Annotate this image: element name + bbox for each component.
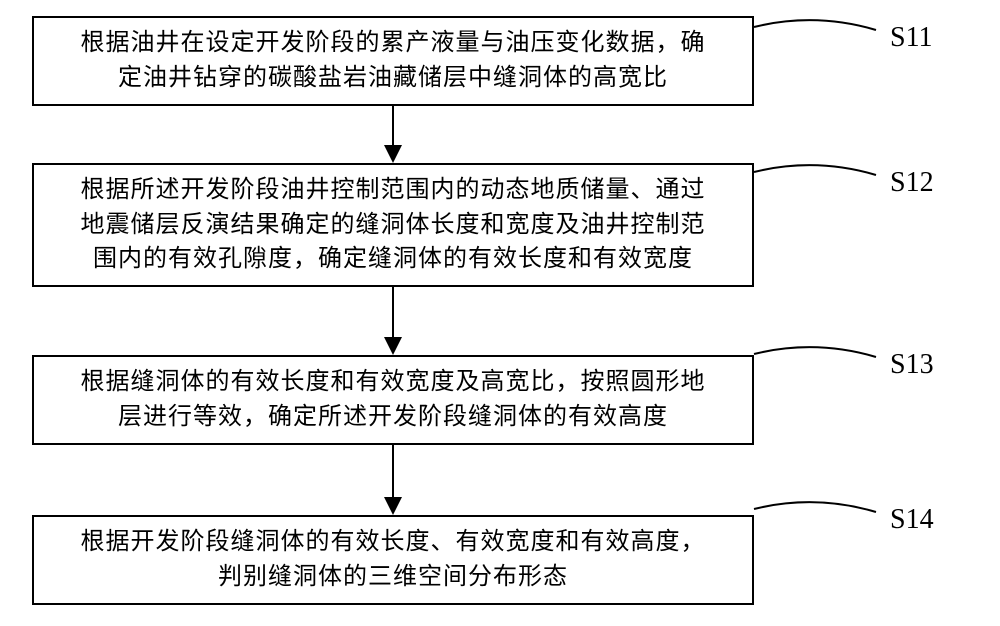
arrow-line (392, 106, 394, 148)
step-box-s13: 根据缝洞体的有效长度和有效宽度及高宽比，按照圆形地层进行等效，确定所述开发阶段缝… (32, 355, 754, 445)
arrow-s11-s12 (383, 106, 403, 163)
connector-s11 (754, 20, 896, 50)
connector-s13 (754, 347, 896, 377)
arrow-head-icon (384, 497, 402, 515)
step-box-s12: 根据所述开发阶段油井控制范围内的动态地质储量、通过地震储层反演结果确定的缝洞体长… (32, 163, 754, 287)
arrow-line (392, 445, 394, 500)
step-box-s11: 根据油井在设定开发阶段的累产液量与油压变化数据，确定油井钻穿的碳酸盐岩油藏储层中… (32, 16, 754, 106)
step-text-s13: 根据缝洞体的有效长度和有效宽度及高宽比，按照圆形地层进行等效，确定所述开发阶段缝… (81, 365, 706, 435)
arrow-s13-s14 (383, 445, 403, 515)
arrow-head-icon (384, 337, 402, 355)
step-label-s14: S14 (890, 504, 934, 536)
step-text-s12: 根据所述开发阶段油井控制范围内的动态地质储量、通过地震储层反演结果确定的缝洞体长… (81, 173, 706, 277)
arrow-head-icon (384, 145, 402, 163)
step-text-s11: 根据油井在设定开发阶段的累产液量与油压变化数据，确定油井钻穿的碳酸盐岩油藏储层中… (81, 26, 706, 96)
connector-s12 (754, 165, 896, 195)
step-box-s14: 根据开发阶段缝洞体的有效长度、有效宽度和有效高度，判别缝洞体的三维空间分布形态 (32, 515, 754, 605)
flowchart-container: 根据油井在设定开发阶段的累产液量与油压变化数据，确定油井钻穿的碳酸盐岩油藏储层中… (0, 0, 1000, 626)
step-text-s14: 根据开发阶段缝洞体的有效长度、有效宽度和有效高度，判别缝洞体的三维空间分布形态 (81, 525, 706, 595)
step-label-s12: S12 (890, 167, 934, 199)
step-label-s13: S13 (890, 349, 934, 381)
arrow-line (392, 287, 394, 340)
arrow-s12-s13 (383, 287, 403, 355)
step-label-s11: S11 (890, 22, 933, 54)
connector-s14 (754, 502, 896, 532)
